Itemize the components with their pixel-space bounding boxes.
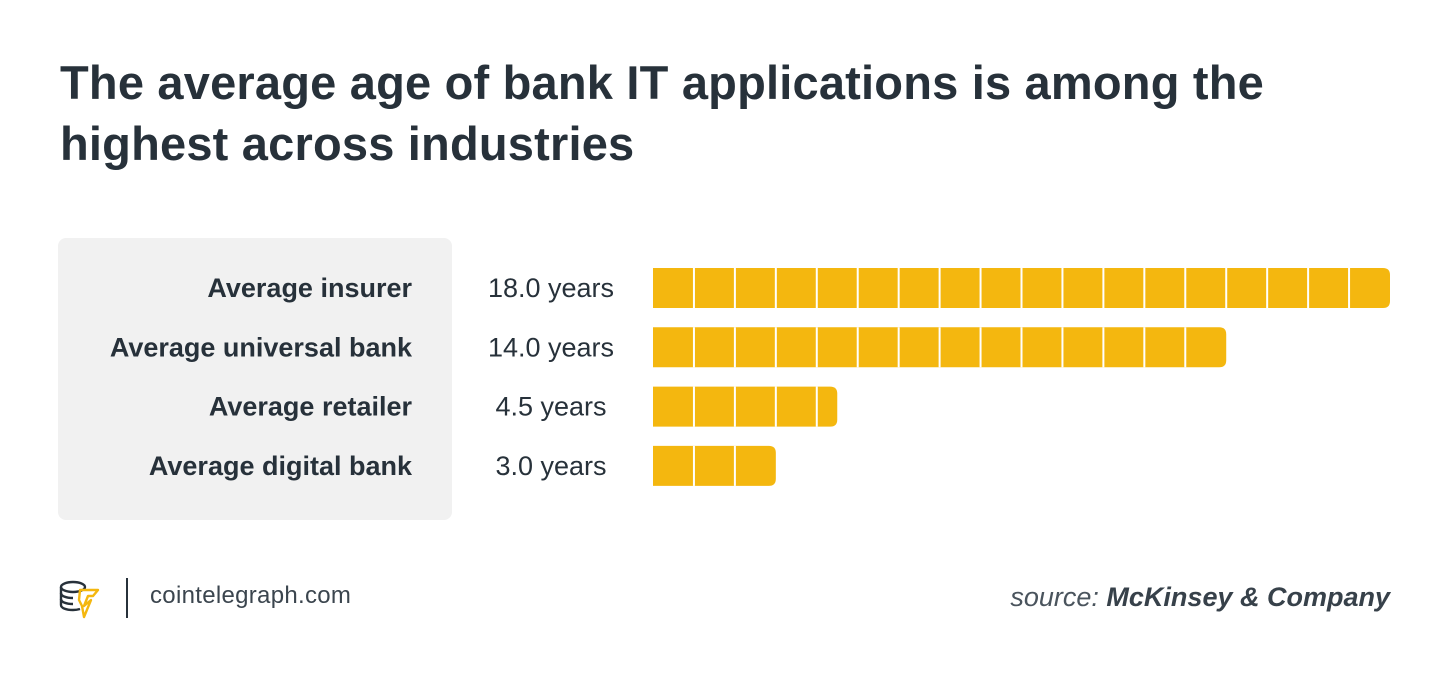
chart-title: The average age of bank IT applications … xyxy=(60,56,1264,170)
site-name: cointelegraph.com xyxy=(150,582,352,609)
footer-divider xyxy=(126,578,128,618)
source-credit: source: McKinsey & Company xyxy=(1010,582,1390,613)
category-label: Average digital bank xyxy=(149,451,413,481)
category-label: Average insurer xyxy=(207,273,412,303)
value-label: 3.0 years xyxy=(495,451,606,481)
category-label-panel xyxy=(58,238,452,520)
category-label: Average universal bank xyxy=(110,332,413,362)
value-label: 14.0 years xyxy=(488,332,614,362)
value-label: 4.5 years xyxy=(495,392,606,422)
source-org: McKinsey & Company xyxy=(1106,582,1390,612)
footer: cointelegraph.com source: McKinsey & Com… xyxy=(0,570,1450,630)
bar xyxy=(653,386,838,427)
source-prefix: source: xyxy=(1010,582,1099,612)
category-label: Average retailer xyxy=(209,392,413,422)
bar xyxy=(653,445,776,486)
cointelegraph-logo-icon xyxy=(59,580,100,619)
value-label: 18.0 years xyxy=(488,273,614,303)
